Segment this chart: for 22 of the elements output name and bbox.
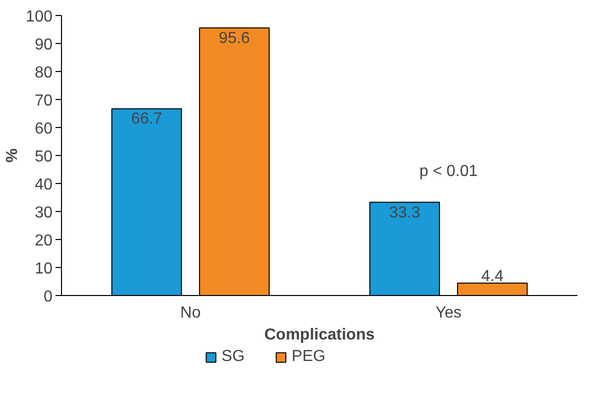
data-label: 33.3 — [389, 204, 420, 222]
y-tick-label: 40 — [34, 176, 53, 194]
y-tick-label: 90 — [34, 36, 53, 54]
x-axis-title: Complications — [264, 326, 375, 344]
y-tick-label: 80 — [34, 64, 53, 82]
data-label: 95.6 — [218, 30, 250, 47]
y-tick-label: 100 — [26, 8, 53, 26]
y-tick-label: 10 — [34, 260, 53, 278]
y-tick-label: 30 — [34, 204, 53, 222]
annotation: p < 0.01 — [419, 162, 478, 180]
data-label: 4.4 — [481, 268, 504, 286]
x-tick-label: No — [180, 304, 201, 322]
x-tick-label: Yes — [435, 304, 462, 322]
legend-label: PEG — [292, 348, 326, 366]
y-axis-title: % — [4, 148, 21, 163]
y-tick-label: 20 — [34, 232, 53, 250]
y-tick-label: 70 — [34, 92, 53, 110]
y-tick-label: 60 — [34, 120, 53, 138]
y-tick-label: 0 — [44, 288, 53, 306]
y-tick-label: 50 — [34, 148, 53, 166]
data-label: 66.7 — [131, 110, 162, 128]
legend-label: SG — [222, 348, 245, 366]
